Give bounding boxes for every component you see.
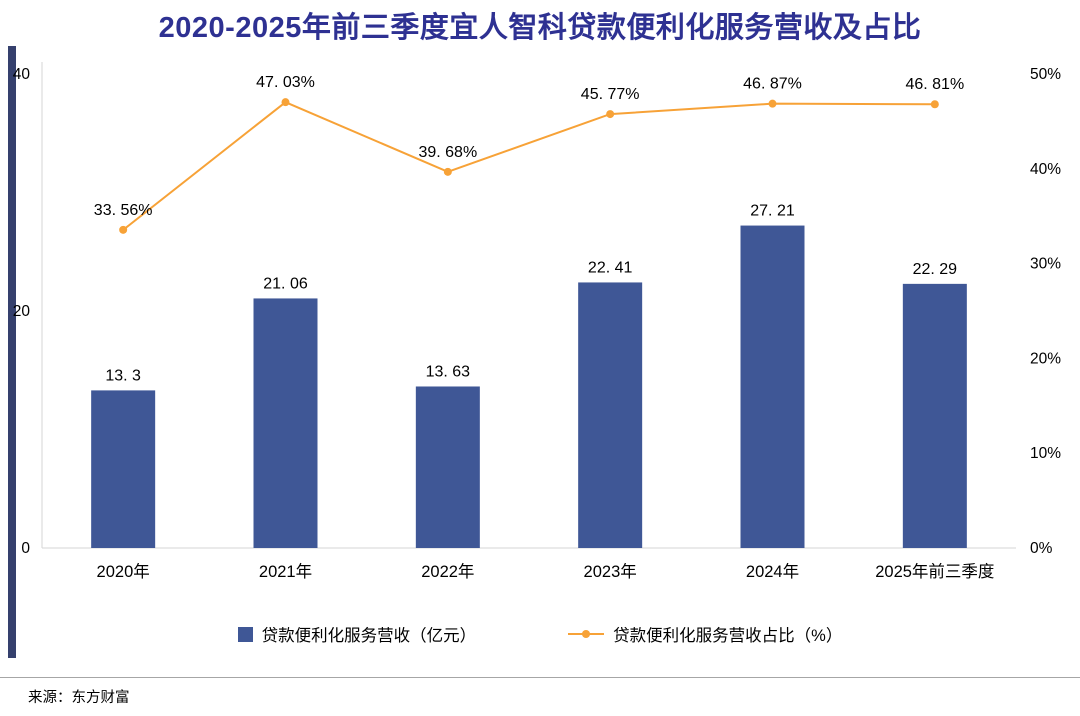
svg-text:2023年: 2023年: [584, 562, 637, 581]
legend-item-revenue: 贷款便利化服务营收（亿元）: [237, 622, 477, 646]
svg-text:13. 3: 13. 3: [105, 367, 141, 384]
svg-text:13. 63: 13. 63: [426, 363, 471, 380]
combo-chart-svg: 0 20 40 0% 10% 20% 30% 40% 50% 2020年 13. 3 2021年 21.…: [13, 62, 1061, 581]
svg-text:2021年: 2021年: [259, 562, 312, 581]
svg-text:2024年: 2024年: [746, 562, 799, 581]
svg-text:2022年: 2022年: [421, 562, 474, 581]
svg-text:33. 56%: 33. 56%: [94, 202, 153, 219]
svg-text:46. 81%: 46. 81%: [905, 76, 964, 93]
source-text: 来源：东方财富: [28, 690, 130, 706]
svg-text:45. 77%: 45. 77%: [581, 86, 640, 103]
svg-text:20%: 20%: [1030, 350, 1061, 367]
svg-text:2025年前三季度: 2025年前三季度: [875, 562, 994, 581]
svg-text:10%: 10%: [1030, 445, 1061, 462]
legend-item-ratio: 贷款便利化服务营收占比（%）: [568, 622, 842, 646]
bar-legend-swatch: [237, 626, 253, 642]
legend-item-revenue-label: 贷款便利化服务营收（亿元）: [261, 627, 477, 645]
svg-text:20: 20: [13, 303, 31, 320]
svg-text:47. 03%: 47. 03%: [256, 74, 315, 91]
svg-text:50%: 50%: [1030, 66, 1061, 83]
svg-text:40%: 40%: [1030, 161, 1061, 178]
footer-divider: [0, 677, 1080, 678]
svg-text:0: 0: [21, 540, 30, 557]
svg-text:30%: 30%: [1030, 256, 1061, 273]
combo-chart: 0 20 40 0% 10% 20% 30% 40% 50% 2020年 13. 3 2021年 21.…: [0, 50, 1080, 585]
left-accent-bar: [8, 46, 16, 658]
chart-title: 2020-2025年前三季度宜人智科贷款便利化服务营收及占比: [158, 12, 922, 44]
svg-text:40: 40: [13, 66, 31, 83]
svg-text:2020年: 2020年: [97, 562, 150, 581]
svg-text:0%: 0%: [1030, 540, 1053, 557]
svg-text:27. 21: 27. 21: [750, 203, 795, 220]
svg-text:21. 06: 21. 06: [263, 275, 308, 292]
svg-text:22. 41: 22. 41: [588, 259, 633, 276]
legend-item-ratio-label: 贷款便利化服务营收占比（%）: [613, 627, 843, 645]
svg-text:46. 87%: 46. 87%: [743, 76, 802, 93]
line-legend-marker: [568, 629, 605, 639]
svg-text:22. 29: 22. 29: [913, 261, 958, 278]
svg-text:39. 68%: 39. 68%: [418, 144, 477, 161]
legend: 贷款便利化服务营收（亿元） 贷款便利化服务营收占比（%）: [0, 622, 1080, 646]
